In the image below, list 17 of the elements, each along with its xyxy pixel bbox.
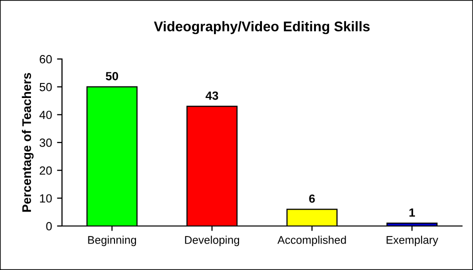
y-tick-label: 0 — [46, 222, 52, 230]
x-tick-label: Developing — [185, 236, 240, 246]
y-tick-label: 30 — [40, 138, 52, 147]
data-label: 43 — [206, 91, 218, 100]
y-tick-label: 60 — [40, 55, 52, 64]
y-tick-label: 50 — [40, 82, 52, 92]
y-axis-title: Percentage of Teachers — [22, 72, 34, 212]
x-tick-label: Beginning — [88, 236, 136, 246]
y-tick-label: 20 — [40, 166, 52, 175]
x-tick-label: Exemplary — [386, 236, 438, 246]
data-label: 50 — [106, 72, 118, 80]
y-tick-label: 10 — [40, 194, 52, 203]
data-label: 6 — [309, 194, 315, 203]
y-tick-label: 40 — [39, 110, 52, 120]
chart-title: Videography/Video Editing Skills — [154, 21, 370, 34]
x-tick-label: Accomplished — [277, 236, 346, 246]
data-label: 1 — [409, 208, 415, 217]
